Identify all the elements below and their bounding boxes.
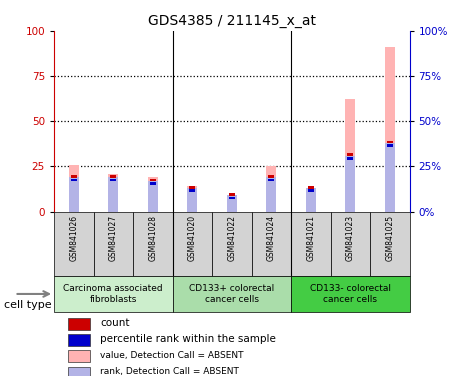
- Bar: [68, 318, 90, 330]
- Bar: [68, 367, 90, 378]
- Bar: [150, 179, 156, 181]
- Bar: [71, 175, 77, 178]
- Bar: [347, 157, 353, 160]
- Bar: [387, 144, 393, 147]
- Bar: [150, 182, 156, 185]
- Bar: [189, 186, 195, 189]
- Bar: [291, 276, 410, 312]
- Text: count: count: [100, 318, 130, 328]
- Bar: [108, 174, 118, 212]
- Bar: [266, 166, 276, 212]
- Text: CD133+ colorectal
cancer cells: CD133+ colorectal cancer cells: [189, 284, 274, 304]
- Text: percentile rank within the sample: percentile rank within the sample: [100, 334, 276, 344]
- Bar: [387, 141, 393, 143]
- Bar: [68, 334, 90, 346]
- Bar: [110, 175, 116, 178]
- Bar: [189, 189, 195, 192]
- Bar: [71, 179, 77, 181]
- Bar: [268, 179, 274, 181]
- Bar: [330, 212, 370, 276]
- Bar: [229, 197, 235, 199]
- Bar: [268, 175, 274, 178]
- Text: GSM841028: GSM841028: [148, 215, 157, 261]
- Bar: [94, 212, 133, 276]
- Text: CD133- colorectal
cancer cells: CD133- colorectal cancer cells: [310, 284, 391, 304]
- Text: GSM841022: GSM841022: [227, 215, 236, 261]
- Text: GSM841023: GSM841023: [346, 215, 355, 261]
- Text: GSM841027: GSM841027: [109, 215, 118, 261]
- Bar: [345, 156, 355, 212]
- Bar: [266, 177, 276, 212]
- Text: rank, Detection Call = ABSENT: rank, Detection Call = ABSENT: [100, 367, 239, 376]
- Bar: [54, 212, 94, 276]
- Bar: [227, 195, 237, 212]
- Bar: [172, 212, 212, 276]
- Bar: [187, 188, 197, 212]
- Text: GSM841020: GSM841020: [188, 215, 197, 261]
- Bar: [110, 179, 116, 181]
- Bar: [187, 186, 197, 212]
- Bar: [291, 212, 330, 276]
- Bar: [54, 276, 172, 312]
- Bar: [306, 188, 316, 212]
- Bar: [69, 177, 79, 212]
- Bar: [108, 177, 118, 212]
- Text: GSM841021: GSM841021: [306, 215, 315, 261]
- Bar: [172, 276, 291, 312]
- Bar: [345, 99, 355, 212]
- Bar: [308, 189, 314, 192]
- Bar: [306, 188, 316, 212]
- Text: GSM841026: GSM841026: [69, 215, 78, 261]
- Bar: [229, 193, 235, 196]
- Text: cell type: cell type: [4, 300, 52, 310]
- Bar: [148, 181, 157, 212]
- Bar: [133, 212, 172, 276]
- Text: GSM841024: GSM841024: [267, 215, 276, 261]
- Text: value, Detection Call = ABSENT: value, Detection Call = ABSENT: [100, 351, 244, 360]
- Bar: [212, 212, 252, 276]
- Text: Carcinoma associated
fibroblasts: Carcinoma associated fibroblasts: [63, 284, 163, 304]
- Bar: [148, 177, 157, 212]
- Bar: [252, 212, 291, 276]
- Bar: [370, 212, 410, 276]
- Title: GDS4385 / 211145_x_at: GDS4385 / 211145_x_at: [148, 14, 316, 28]
- Bar: [385, 47, 395, 212]
- Bar: [68, 351, 90, 362]
- Text: GSM841025: GSM841025: [385, 215, 394, 261]
- Bar: [69, 165, 79, 212]
- Bar: [347, 153, 353, 156]
- Bar: [227, 195, 237, 212]
- Bar: [385, 143, 395, 212]
- Bar: [308, 186, 314, 189]
